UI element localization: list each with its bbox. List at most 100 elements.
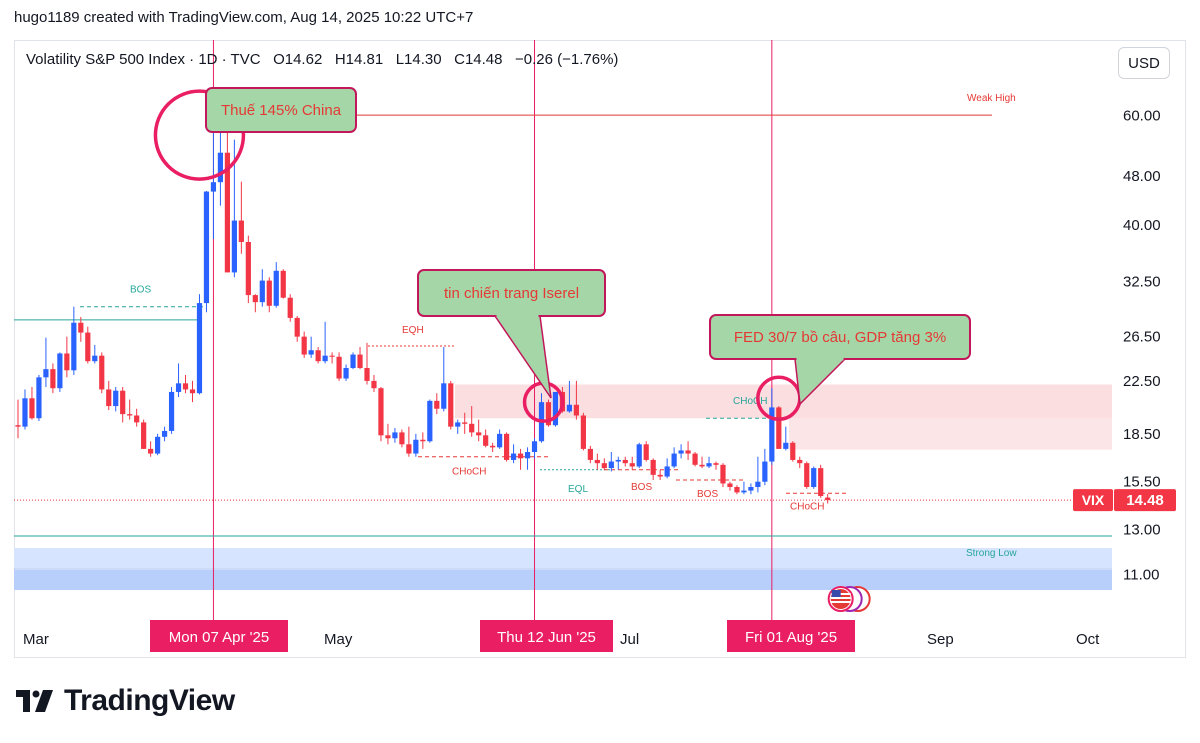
candle-body xyxy=(22,398,28,427)
candle-body xyxy=(790,442,796,460)
candle xyxy=(266,277,272,313)
candle-body xyxy=(245,241,251,296)
candle-body xyxy=(92,355,98,362)
candle xyxy=(699,456,705,469)
candle-body xyxy=(29,398,35,419)
candle-body xyxy=(231,220,237,273)
date-badge: Fri 01 Aug '25 xyxy=(727,620,855,652)
candle-body xyxy=(713,463,719,465)
candle xyxy=(741,481,747,495)
candle-body xyxy=(720,464,726,484)
legend-close: C14.48 xyxy=(454,51,503,68)
candle-body xyxy=(71,322,77,371)
candle xyxy=(734,485,740,495)
candle-body xyxy=(455,422,461,427)
x-tick-label: Jul xyxy=(620,631,639,648)
candle xyxy=(127,399,133,420)
candle xyxy=(420,432,426,449)
x-tick-label: May xyxy=(324,631,353,648)
tradingview-logo: TradingView xyxy=(16,684,235,718)
choch-label-3: CHoCH xyxy=(790,501,824,512)
candle xyxy=(378,386,384,442)
candle-body xyxy=(161,430,168,437)
candle-body xyxy=(155,436,161,454)
candle xyxy=(357,347,363,370)
candle-body xyxy=(203,191,210,304)
candle xyxy=(804,461,810,489)
candle-body xyxy=(601,463,607,469)
candle xyxy=(790,441,796,462)
candle-body xyxy=(664,466,670,477)
candle-body xyxy=(692,453,698,465)
demand-zone-lower xyxy=(14,570,1112,590)
us-flag-stripe xyxy=(830,601,851,603)
eql-label: EQL xyxy=(568,484,588,495)
candle xyxy=(364,342,370,385)
callout: Thuế 145% China xyxy=(205,87,357,133)
candle xyxy=(141,419,147,449)
candle-body xyxy=(783,442,789,449)
candle-body xyxy=(510,453,517,460)
candle-body xyxy=(727,483,733,488)
candle xyxy=(148,441,154,457)
candle-body xyxy=(504,433,510,460)
candle-body xyxy=(755,481,761,488)
candle xyxy=(483,429,489,448)
candle-body xyxy=(545,402,552,426)
currency-button[interactable]: USD xyxy=(1118,47,1170,79)
candle-body xyxy=(594,459,600,464)
candle-body xyxy=(127,414,133,416)
candle-body xyxy=(64,353,70,371)
candle xyxy=(350,352,356,370)
callout: tin chiến trang Iserel xyxy=(417,269,606,399)
candle-body xyxy=(57,353,63,389)
candle xyxy=(36,374,42,422)
zones-layer xyxy=(14,384,1112,590)
candle-body xyxy=(448,383,454,427)
candle xyxy=(706,456,712,469)
candle xyxy=(385,423,391,445)
strong-low-label: Strong Low xyxy=(966,548,1017,559)
candle xyxy=(78,316,84,342)
candle xyxy=(455,419,461,434)
bos-label: BOS xyxy=(130,285,151,296)
callout-text: tin chiến trang Iserel xyxy=(444,285,579,302)
candle-body xyxy=(699,464,705,467)
candle xyxy=(92,344,98,364)
candle-body xyxy=(315,350,321,362)
candle xyxy=(392,428,398,443)
candle-body xyxy=(629,463,635,467)
candle xyxy=(371,374,377,392)
choch-label-1: CHoCH xyxy=(452,467,486,478)
candle xyxy=(462,412,468,434)
candle xyxy=(769,388,775,465)
candle-body xyxy=(36,377,42,419)
candle xyxy=(678,444,684,459)
candle xyxy=(448,380,454,430)
date-badge-text: Mon 07 Apr '25 xyxy=(169,629,269,646)
y-tick-label: 15.50 xyxy=(1123,474,1161,491)
candle-body xyxy=(811,468,817,488)
y-tick-label: 26.50 xyxy=(1123,329,1161,346)
candle-body xyxy=(678,450,684,454)
candle xyxy=(629,456,635,470)
candle-body xyxy=(148,448,154,454)
eqh-label: EQH xyxy=(402,325,424,336)
callout-text: FED 30/7 bồ câu, GDP tăng 3% xyxy=(734,329,946,346)
candle-body xyxy=(134,415,140,423)
candle xyxy=(524,447,531,470)
candle xyxy=(182,374,189,394)
candle-body xyxy=(573,404,579,416)
callout-box xyxy=(205,87,357,133)
candle-body xyxy=(643,444,649,460)
candle xyxy=(71,306,77,375)
candle xyxy=(113,386,119,412)
candle-body xyxy=(287,297,293,318)
candle-body xyxy=(182,383,189,390)
last-price-symbol: VIX xyxy=(1082,492,1105,508)
candle xyxy=(748,483,754,495)
weak-high-label: Weak High xyxy=(967,93,1016,104)
candle xyxy=(315,347,321,364)
candle xyxy=(155,433,161,456)
